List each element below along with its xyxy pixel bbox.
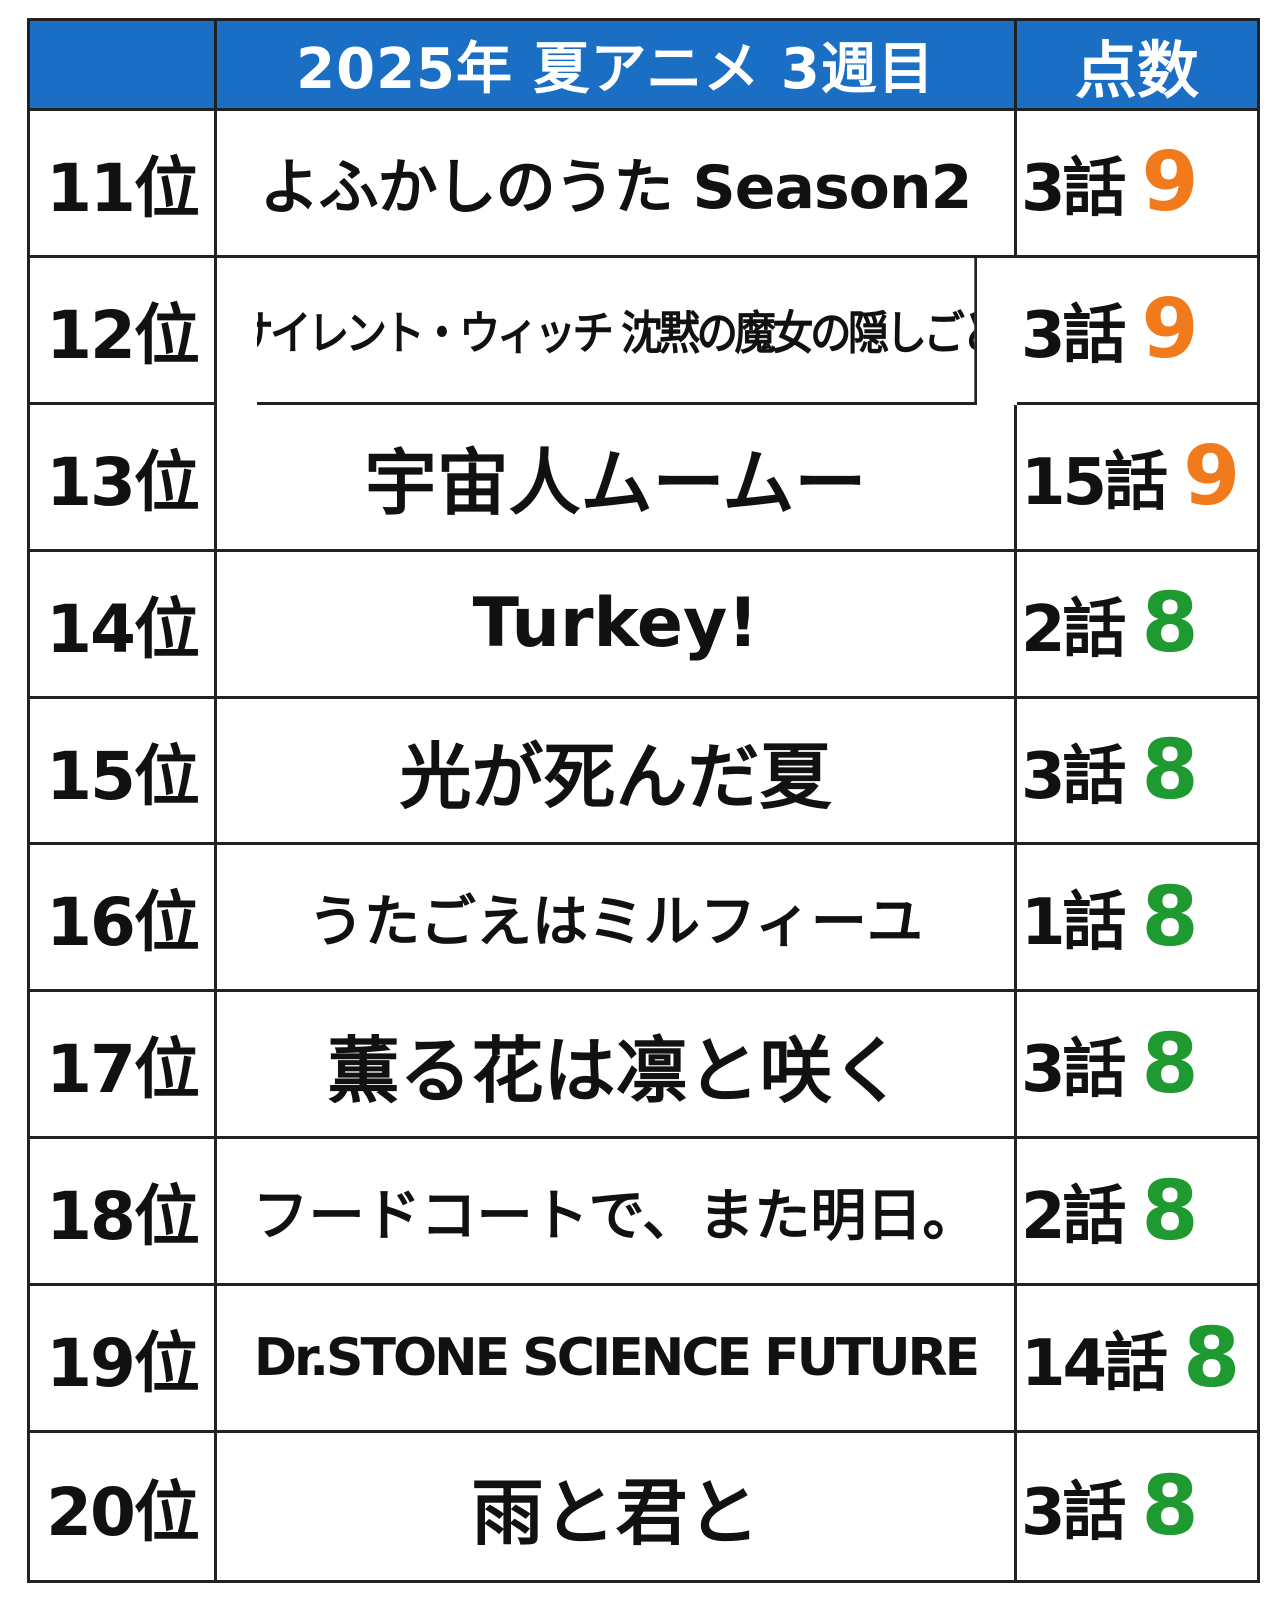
anime-title: 薫る花は凛と咲く bbox=[217, 992, 1017, 1140]
anime-title: 雨と君と bbox=[217, 1433, 1017, 1580]
episode-count: 3話 bbox=[1021, 298, 1127, 373]
header-score-label: 点数 bbox=[1017, 21, 1257, 111]
episode-count: 1話 bbox=[1021, 886, 1127, 961]
episode-count: 3話 bbox=[1021, 739, 1127, 814]
rank-cell: 13位 bbox=[30, 404, 217, 552]
score-cell: 2話 8 bbox=[1017, 552, 1257, 699]
episode-count: 14話 bbox=[1021, 1327, 1168, 1402]
anime-title: フードコートで、また明日。 bbox=[217, 1139, 1017, 1287]
score-value: 8 bbox=[1141, 1459, 1199, 1555]
rank-cell: 18位 bbox=[30, 1139, 217, 1287]
score-cell: 2話 8 bbox=[1017, 1139, 1257, 1287]
anime-title: 光が死んだ夏 bbox=[217, 698, 1017, 846]
episode-count: 15話 bbox=[1021, 445, 1168, 520]
ranking-grid: 2025年 夏アニメ 3週目 点数 11位 よふかしのうた Season2 3話… bbox=[30, 21, 1257, 1580]
anime-title: Dr.STONE SCIENCE FUTURE bbox=[217, 1286, 1017, 1434]
rank-cell: 11位 bbox=[30, 111, 217, 258]
score-cell: 14話 8 bbox=[1017, 1286, 1257, 1434]
rank-cell: 19位 bbox=[30, 1286, 217, 1434]
episode-count: 3話 bbox=[1021, 1033, 1127, 1108]
episode-count: 2話 bbox=[1021, 592, 1127, 667]
ranking-table: 2025年 夏アニメ 3週目 点数 11位 よふかしのうた Season2 3話… bbox=[27, 18, 1260, 1583]
score-cell: 3話 9 bbox=[1017, 258, 1257, 405]
score-cell: 15話 9 bbox=[1017, 405, 1257, 552]
anime-title: Turkey! bbox=[217, 551, 1017, 699]
rank-cell: 20位 bbox=[30, 1433, 217, 1580]
rank-cell: 16位 bbox=[30, 845, 217, 993]
score-value: 8 bbox=[1141, 869, 1199, 965]
rank-cell: 12位 bbox=[30, 257, 217, 405]
anime-title: うたごえはミルフィーユ bbox=[217, 845, 1017, 993]
anime-title: サイレント・ウィッチ 沈黙の魔女の隠しごと bbox=[257, 257, 977, 405]
rank-cell: 15位 bbox=[30, 698, 217, 846]
episode-count: 2話 bbox=[1021, 1180, 1127, 1255]
score-value: 8 bbox=[1141, 1016, 1199, 1112]
score-cell: 3話 9 bbox=[1017, 111, 1257, 258]
header-title: 2025年 夏アニメ 3週目 bbox=[217, 21, 1017, 111]
score-value: 8 bbox=[1141, 576, 1199, 672]
episode-count: 3話 bbox=[1021, 1475, 1127, 1550]
score-value: 9 bbox=[1183, 429, 1241, 525]
score-value: 8 bbox=[1141, 1163, 1199, 1259]
score-value: 9 bbox=[1141, 135, 1199, 231]
anime-title: 宇宙人ムームー bbox=[217, 404, 1017, 552]
anime-title: よふかしのうた Season2 bbox=[217, 111, 1017, 258]
score-cell: 3話 8 bbox=[1017, 1433, 1257, 1580]
episode-count: 3話 bbox=[1021, 151, 1127, 226]
rank-cell: 17位 bbox=[30, 992, 217, 1140]
header-blank-cell bbox=[30, 21, 217, 111]
score-value: 9 bbox=[1141, 282, 1199, 378]
score-cell: 3話 8 bbox=[1017, 699, 1257, 846]
score-cell: 1話 8 bbox=[1017, 845, 1257, 993]
score-value: 8 bbox=[1141, 723, 1199, 819]
score-cell: 3話 8 bbox=[1017, 992, 1257, 1140]
score-value: 8 bbox=[1183, 1310, 1241, 1406]
rank-cell: 14位 bbox=[30, 551, 217, 699]
